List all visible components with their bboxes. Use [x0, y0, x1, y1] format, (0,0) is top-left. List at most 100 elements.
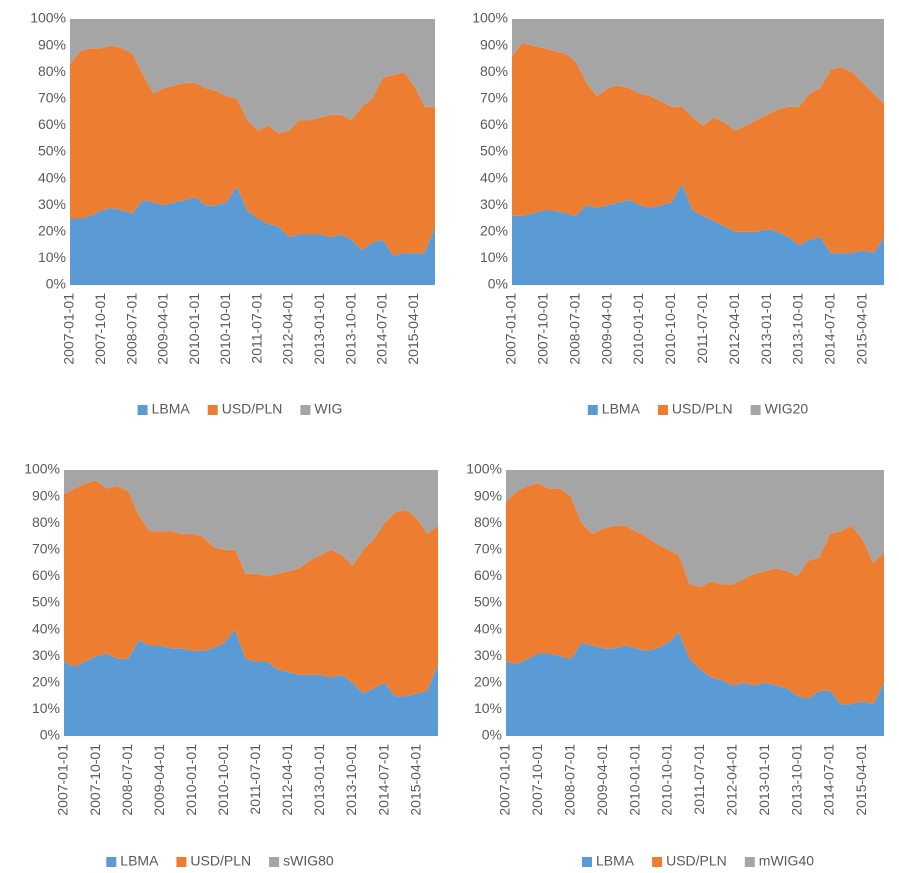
x-tick-label: 2009-04-01	[594, 744, 610, 816]
y-tick-label: 60%	[32, 567, 60, 583]
y-tick-label: 80%	[38, 63, 66, 79]
area	[506, 632, 884, 736]
y-tick-label: 60%	[474, 567, 502, 583]
y-tick-label: 70%	[474, 541, 502, 557]
chart-panel: 0% 10% 20% 30% 40% 50% 60% 70% 80% 90% 100% 2007-01…	[466, 461, 884, 869]
y-tick-label: 20%	[480, 223, 508, 239]
y-tick-label: 40%	[38, 169, 66, 185]
x-tick-label: 2010-10-01	[215, 744, 231, 816]
x-tick-label: 2014-07-01	[821, 744, 837, 816]
x-tick-label: 2007-10-01	[87, 744, 103, 816]
y-tick-label: 100%	[466, 461, 502, 477]
y-tick-label: 90%	[32, 487, 60, 503]
x-tick-label: 2007-01-01	[503, 293, 519, 365]
x-tick-label: 2007-01-01	[61, 293, 77, 365]
x-tick-label: 2013-10-01	[790, 293, 806, 365]
x-tick-label: 2015-04-01	[853, 293, 869, 365]
legend-label: LBMA	[152, 401, 191, 417]
y-tick-label: 30%	[480, 196, 508, 212]
area	[64, 480, 438, 697]
legend-swatch	[300, 405, 311, 415]
x-tick-label: 2014-07-01	[374, 293, 390, 365]
y-tick-label: 70%	[38, 90, 66, 106]
x-tick-label: 2008-07-01	[566, 293, 582, 365]
chart-panel: 0% 10% 20% 30% 40% 50% 60% 70% 80% 90% 100% 2007-01…	[472, 10, 884, 417]
legend-label: USD/PLN	[222, 401, 283, 417]
legend-swatch	[652, 857, 663, 867]
y-tick-label: 50%	[32, 594, 60, 610]
y-tick-label: 90%	[474, 487, 502, 503]
y-tick-label: 50%	[480, 143, 508, 159]
y-tick-label: 10%	[38, 249, 66, 265]
x-tick-label: 2013-10-01	[342, 293, 358, 365]
y-tick-label: 100%	[30, 10, 66, 26]
legend-label: USD/PLN	[666, 853, 727, 869]
y-tick-label: 70%	[32, 541, 60, 557]
legend-swatch	[581, 857, 592, 867]
x-tick-label: 2011-07-01	[691, 744, 707, 815]
legend-swatch	[207, 405, 218, 415]
chart-panel: 0% 10% 20% 30% 40% 50% 60% 70% 80% 90% 100% 2007-01…	[24, 461, 438, 869]
legend: LBMA USD/PLN WIG20	[587, 401, 809, 417]
y-tick-label: 100%	[24, 461, 60, 477]
x-tick-label: 2012-04-01	[724, 744, 740, 816]
x-tick-label: 2014-07-01	[375, 744, 391, 816]
x-tick-label: 2007-10-01	[529, 744, 545, 816]
legend-swatch	[587, 405, 598, 415]
legend-label: LBMA	[596, 853, 635, 869]
x-tick-label: 2015-04-01	[407, 744, 423, 816]
legend-label: WIG20	[765, 401, 809, 417]
x-tick-label: 2009-04-01	[151, 744, 167, 816]
x-tick-label: 2013-01-01	[756, 744, 772, 816]
y-tick-label: 60%	[480, 116, 508, 132]
legend-swatch	[657, 405, 668, 415]
x-tick-label: 2013-01-01	[311, 293, 327, 365]
legend-label: LBMA	[602, 401, 641, 417]
x-tick-label: 2011-07-01	[248, 293, 264, 364]
x-tick-label: 2013-01-01	[311, 744, 327, 816]
legend-label: LBMA	[120, 853, 159, 869]
y-tick-label: 0%	[46, 276, 66, 292]
y-tick-label: 80%	[32, 514, 60, 530]
y-tick-label: 90%	[38, 36, 66, 52]
y-tick-label: 50%	[474, 594, 502, 610]
x-tick-label: 2013-10-01	[788, 744, 804, 816]
x-tick-label: 2008-07-01	[119, 744, 135, 816]
legend: LBMA USD/PLN mWIG40	[581, 853, 814, 869]
area	[64, 470, 438, 577]
y-tick-label: 30%	[474, 647, 502, 663]
y-tick-label: 0%	[482, 727, 502, 743]
x-tick-label: 2015-04-01	[405, 293, 421, 365]
x-tick-label: 2010-01-01	[626, 744, 642, 816]
area	[64, 629, 438, 736]
x-tick-label: 2008-07-01	[562, 744, 578, 816]
x-tick-label: 2009-04-01	[155, 293, 171, 365]
x-tick-label: 2007-10-01	[535, 293, 551, 365]
y-tick-label: 10%	[474, 700, 502, 716]
legend-label: WIG	[314, 401, 342, 417]
y-tick-label: 70%	[480, 90, 508, 106]
x-tick-label: 2008-07-01	[123, 293, 139, 365]
y-tick-label: 20%	[38, 223, 66, 239]
legend-label: sWIG80	[283, 853, 334, 869]
y-tick-label: 10%	[32, 700, 60, 716]
x-tick-label: 2012-04-01	[726, 293, 742, 365]
y-tick-label: 80%	[480, 63, 508, 79]
area	[70, 19, 435, 134]
area	[512, 42, 884, 254]
area	[512, 183, 884, 285]
x-tick-label: 2012-04-01	[279, 744, 295, 816]
x-tick-label: 2015-04-01	[853, 744, 869, 816]
x-tick-label: 2010-01-01	[183, 744, 199, 816]
legend-swatch	[269, 857, 280, 867]
y-tick-label: 30%	[32, 647, 60, 663]
legend-swatch	[744, 857, 755, 867]
x-tick-label: 2010-10-01	[662, 293, 678, 365]
y-tick-label: 10%	[480, 249, 508, 265]
x-tick-label: 2009-04-01	[598, 293, 614, 365]
y-tick-label: 60%	[38, 116, 66, 132]
x-tick-label: 2011-07-01	[247, 744, 263, 815]
y-tick-label: 30%	[38, 196, 66, 212]
y-tick-label: 40%	[474, 620, 502, 636]
